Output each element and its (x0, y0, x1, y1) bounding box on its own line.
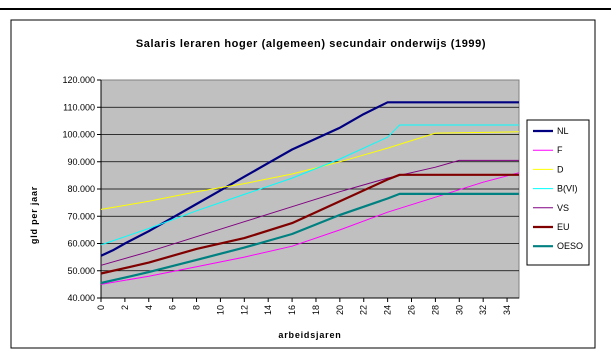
y-tick-label: 90.000 (67, 157, 95, 167)
chart-title: Salaris leraren hoger (algemeen) secunda… (136, 38, 486, 50)
x-tick-label: 26 (407, 305, 417, 315)
x-tick-label: 34 (502, 305, 512, 315)
x-tick-label: 22 (359, 305, 369, 315)
x-tick-label: 20 (335, 305, 345, 315)
series-line-oeso (100, 192, 519, 285)
series-line-bvi (100, 124, 519, 246)
y-tick-label: 120.000 (62, 75, 95, 85)
x-tick-label: 10 (215, 305, 225, 315)
x-axis-ticks: 0 2 4 6 8 10 12 14 16 18 20 22 24 26 28 30 32 34 (96, 298, 512, 315)
x-tick-label: 12 (239, 305, 249, 315)
x-tick-label: 16 (287, 305, 297, 315)
y-tick-label: 40.000 (67, 293, 95, 303)
x-tick-label: 4 (144, 305, 154, 310)
top-rule (0, 8, 611, 10)
legend-label: NL (557, 126, 569, 136)
x-tick-label: 14 (263, 305, 273, 315)
y-tick-label: 80.000 (67, 184, 95, 194)
legend-label: D (557, 164, 564, 174)
legend-label: B(VI) (557, 184, 578, 194)
legend-label: VS (557, 203, 569, 213)
legend-label: F (557, 145, 563, 155)
series-line-vs (100, 159, 519, 266)
legend-label: OESO (557, 241, 583, 251)
y-axis-ticks: 40.000 50.000 60.000 70.000 80.000 90.000 100.… (62, 75, 519, 303)
x-tick-label: 24 (383, 305, 393, 315)
legend: NL FD B(VI) VS EU OESO (526, 119, 590, 266)
series-line-d (100, 131, 520, 210)
x-tick-label: 8 (192, 305, 202, 310)
x-tick-label: 2 (120, 305, 130, 310)
legend-label: EU (557, 222, 570, 232)
y-tick-label: 100.000 (62, 130, 95, 140)
y-tick-label: 60.000 (67, 239, 95, 249)
y-tick-label: 110.000 (63, 102, 95, 112)
gridlines (101, 106, 519, 272)
y-tick-label: 70.000 (67, 211, 95, 221)
legend-box (526, 119, 590, 266)
x-tick-label: 0 (96, 305, 106, 310)
series-line-eu (100, 173, 519, 275)
x-tick-label: 18 (311, 305, 321, 315)
x-tick-label: 28 (430, 305, 440, 315)
x-axis-label: arbeidsjaren (278, 330, 341, 340)
series-lines (100, 101, 520, 285)
series-line-f (100, 172, 520, 285)
y-axis-label: gld per jaar (29, 186, 39, 244)
x-tick-label: 6 (168, 305, 178, 310)
x-tick-label: 30 (454, 305, 464, 315)
x-tick-label: 32 (478, 305, 488, 315)
y-tick-label: 50.000 (67, 266, 95, 276)
series-line-nl (100, 101, 519, 257)
